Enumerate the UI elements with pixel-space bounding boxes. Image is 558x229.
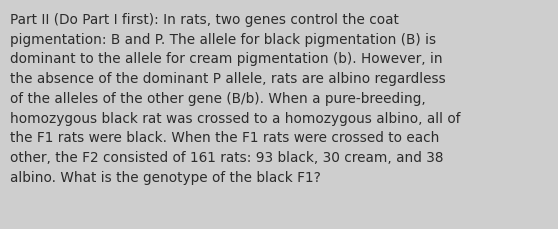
Text: Part II (Do Part I first): In rats, two genes control the coat
pigmentation: B a: Part II (Do Part I first): In rats, two … <box>10 13 460 184</box>
